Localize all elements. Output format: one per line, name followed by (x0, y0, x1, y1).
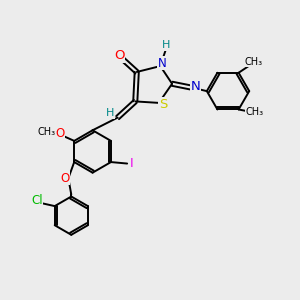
Text: S: S (159, 98, 167, 111)
Text: N: N (191, 80, 200, 93)
Text: O: O (60, 172, 69, 185)
Text: H: H (162, 40, 170, 50)
Text: CH₃: CH₃ (37, 127, 55, 137)
Text: Cl: Cl (31, 194, 43, 207)
Text: O: O (114, 49, 124, 62)
Text: O: O (55, 127, 64, 140)
Text: CH₃: CH₃ (246, 107, 264, 117)
Text: CH₃: CH₃ (244, 57, 262, 67)
Text: N: N (158, 57, 166, 70)
Text: H: H (106, 108, 114, 118)
Text: I: I (130, 157, 134, 170)
